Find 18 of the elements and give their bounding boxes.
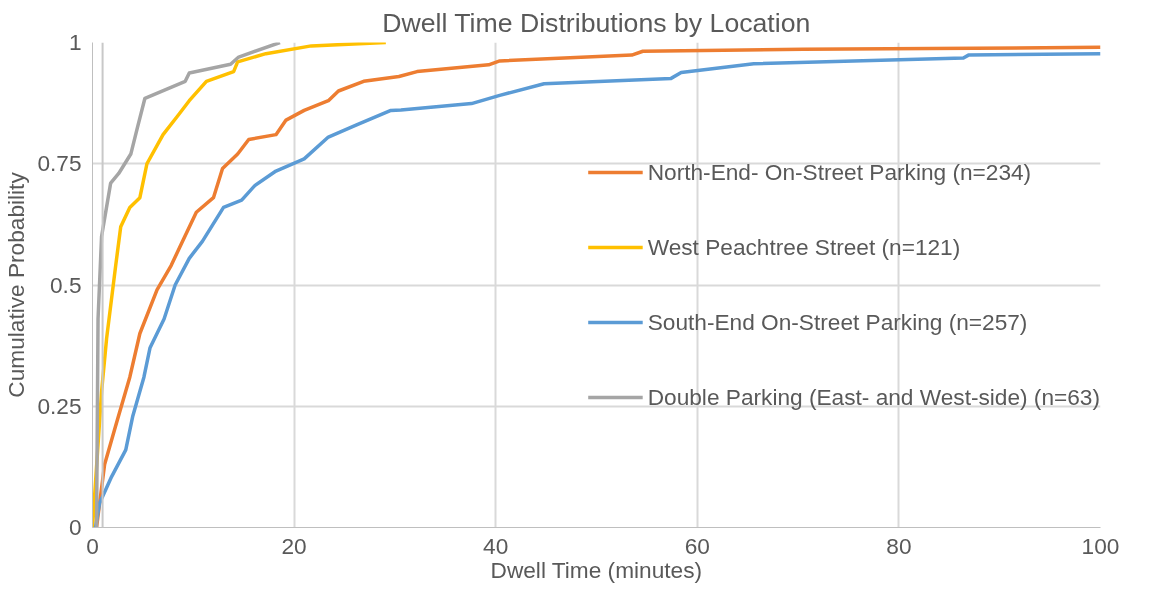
x-tick-label: 20 xyxy=(281,532,307,559)
legend-label: North-End- On-Street Parking (n=234) xyxy=(647,158,1032,186)
y-tick-label: 0.25 xyxy=(37,392,82,419)
y-tick-label: 0.75 xyxy=(37,150,82,177)
x-tick-label: 40 xyxy=(483,532,509,559)
chart-title: Dwell Time Distributions by Location xyxy=(382,7,811,38)
legend-label: South-End On-Street Parking (n=257) xyxy=(647,308,1028,336)
y-tick-label: 0 xyxy=(68,514,82,540)
legend-label: West Peachtree Street (n=121) xyxy=(647,233,961,261)
legend-label: Double Parking (East- and West-side) (n=63) xyxy=(647,383,1100,411)
y-tick-label: 1 xyxy=(68,29,82,55)
x-axis-title: Dwell Time (minutes) xyxy=(490,556,703,583)
x-tick-label: 60 xyxy=(684,532,710,559)
x-tick-label: 0 xyxy=(86,532,99,559)
y-tick-label: 0.5 xyxy=(50,271,82,298)
x-tick-label: 80 xyxy=(886,532,912,559)
y-axis-title: Cumulative Probability xyxy=(3,171,30,398)
x-tick-label: 100 xyxy=(1081,532,1120,559)
